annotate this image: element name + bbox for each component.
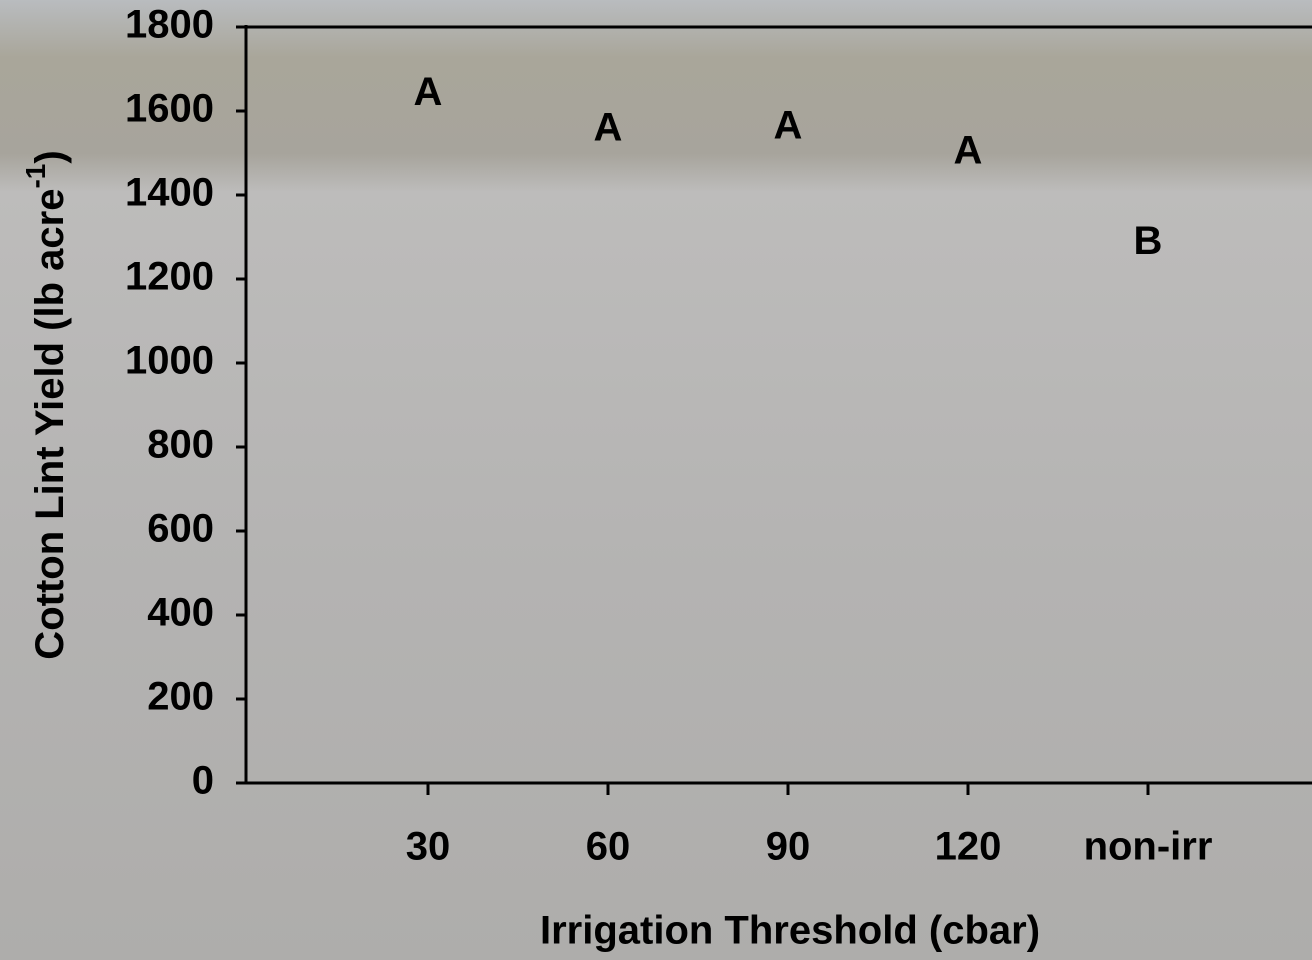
x-axis-label: Irrigation Threshold (cbar)	[540, 909, 1040, 953]
y-axis-label-main: Cotton Lint Yield (lb acre	[28, 189, 72, 660]
y-tick-label: 1400	[125, 171, 214, 215]
y-tick-label: 0	[192, 759, 214, 803]
y-tick-label: 600	[147, 507, 214, 551]
y-tick-label: 800	[147, 423, 214, 467]
y-tick-label: 400	[147, 591, 214, 635]
x-tick-label: 30	[406, 825, 451, 869]
x-tick-label: 90	[766, 825, 811, 869]
significance-letter: A	[594, 105, 623, 149]
y-axis-label: Cotton Lint Yield (lb acre-1)	[20, 150, 71, 659]
x-tick-label: non-irr	[1084, 825, 1213, 869]
y-tick-label: 1600	[125, 87, 214, 131]
significance-letter: B	[1134, 219, 1163, 263]
y-tick-label: 200	[147, 675, 214, 719]
y-tick-label: 1000	[125, 339, 214, 383]
significance-letter: A	[774, 103, 803, 147]
y-tick-label: 1800	[125, 3, 214, 47]
x-tick-label: 60	[586, 825, 631, 869]
x-tick-label: 120	[935, 825, 1002, 869]
y-axis-label-superscript: -1	[20, 164, 51, 189]
y-tick-label: 1200	[125, 255, 214, 299]
y-axis-label-end: )	[28, 150, 72, 163]
significance-letter: A	[414, 70, 443, 114]
significance-letter: A	[954, 129, 983, 173]
